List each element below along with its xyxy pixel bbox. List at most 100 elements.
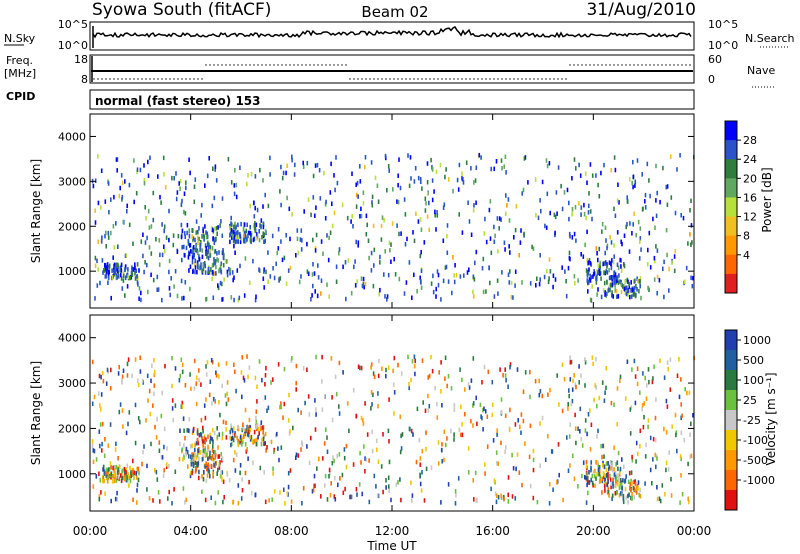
echo-cell [188,417,191,422]
echo-cell [501,270,503,275]
echo-cell [263,239,266,244]
nave-dot [425,78,427,80]
echo-cell [92,484,95,489]
echo-cell [248,429,250,435]
colorbar-swatch [725,197,737,218]
echo-cell [346,215,349,221]
echo-cell [625,285,628,290]
echo-cell [461,422,463,427]
echo-cell [168,208,170,214]
echo-cell [113,468,116,473]
echo-cell [548,257,551,262]
nave-dot [629,64,631,66]
echo-cell [130,470,132,475]
echo-cell [98,391,100,396]
echo-cell [582,460,585,465]
echo-cell [314,163,317,168]
echo-cell [620,268,623,273]
echo-cell [634,179,637,184]
echo-cell [635,490,638,495]
echo-cell [128,475,131,481]
power-colorbar-label: Power [dB] [760,167,774,232]
echo-cell [665,184,668,190]
echo-cell [205,463,208,469]
echo-cell [121,468,124,473]
echo-cell [460,404,462,410]
echo-cell [605,269,608,274]
echo-cell [237,483,240,488]
y-tick-label: 2000 [58,422,86,435]
echo-cell [253,439,255,444]
echo-cell [248,230,251,235]
echo-cell [338,251,340,256]
nave-dot [173,78,175,80]
nave-dot [149,78,151,80]
echo-cell [254,228,256,233]
echo-cell [346,401,349,406]
echo-cell [242,434,245,439]
echo-cell [148,388,151,394]
echo-cell [586,482,588,488]
echo-cell [377,199,380,204]
echo-cell [234,221,236,227]
echo-cell [105,381,108,386]
nave-dot [341,64,343,66]
echo-cell [107,235,110,240]
echo-cell [198,368,200,373]
echo-cell [102,270,104,275]
echo-cell [287,484,290,490]
echo-cell [214,248,217,254]
echo-cell [123,466,126,472]
echo-cell [240,370,243,375]
echo-cell [121,194,124,200]
echo-cell [189,264,192,269]
echo-cell [647,418,650,423]
echo-cell [509,365,511,370]
echo-cell [218,465,221,470]
echo-cell [692,413,694,418]
echo-cell [637,451,639,457]
echo-cell [675,430,678,435]
echo-cell [631,496,633,501]
echo-cell [179,178,182,184]
echo-cell [646,161,649,167]
echo-cell [422,400,424,405]
nave-dot [389,78,391,80]
echo-cell [590,460,592,465]
echo-cell [185,446,188,452]
echo-cell [166,446,168,451]
echo-cell [136,262,139,267]
echo-cell [379,260,381,265]
echo-cell [459,274,462,279]
nave-dot [665,64,667,66]
echo-cell [633,211,635,217]
echo-cell [364,281,367,287]
echo-cell [374,175,377,181]
echo-cell [320,278,323,283]
echo-cell [653,277,656,282]
echo-cell [118,409,121,415]
echo-cell [611,275,614,280]
y-tick-label: 1000 [58,468,86,481]
echo-cell [639,236,642,241]
echo-cell [197,250,199,256]
echo-cell [235,194,238,200]
echo-cell [179,373,181,379]
echo-cell [193,358,196,364]
echo-cell [211,270,214,275]
nave-dot [409,78,411,80]
nave-dot [433,78,435,80]
nave-dot [681,64,683,66]
echo-cell [211,276,213,282]
echo-cell [205,246,208,251]
nave-dot [309,64,311,66]
echo-cell [623,233,626,238]
echo-cell [603,261,605,266]
echo-cell [355,192,358,198]
echo-cell [181,362,184,368]
echo-cell [435,227,437,232]
echo-cell [610,265,613,271]
echo-cell [420,227,423,232]
echo-cell [644,375,646,381]
echo-cell [362,276,365,282]
